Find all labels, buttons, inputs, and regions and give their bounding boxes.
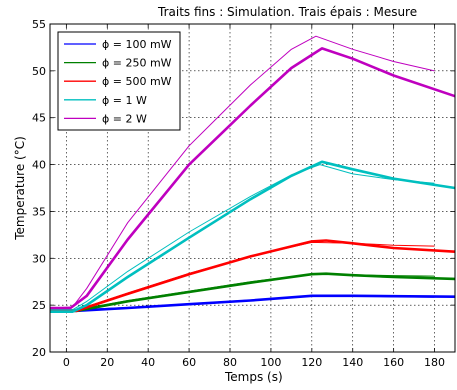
- y-tick-label: 55: [32, 18, 46, 31]
- y-tick-label: 20: [32, 346, 46, 359]
- x-axis-label: Temps (s): [225, 370, 283, 384]
- y-tick-label: 45: [32, 112, 46, 125]
- simulated-line: [50, 295, 435, 311]
- x-tick-label: 0: [63, 356, 70, 369]
- simulated-line: [49, 35, 435, 309]
- series-lines: [49, 35, 456, 314]
- x-tick-label: 60: [182, 356, 196, 369]
- y-tick-label: 50: [32, 65, 46, 78]
- chart-title: Traits fins : Simulation. Trais épais : …: [158, 5, 418, 19]
- simulated-line: [50, 164, 435, 311]
- x-tick-label: 160: [383, 356, 404, 369]
- measured-line: [50, 47, 456, 310]
- measured-line: [50, 160, 456, 314]
- y-tick-label: 35: [32, 205, 46, 218]
- x-tick-label: 20: [100, 356, 114, 369]
- legend-label: ϕ = 500 mW: [102, 75, 172, 88]
- axis-ticks: 0 20 40 60 80 100 120 140 160 180 20 25 30 35 40 45 50 55: [32, 18, 455, 369]
- x-tick-label: 40: [141, 356, 155, 369]
- legend-label: ϕ = 250 mW: [102, 57, 172, 70]
- x-tick-label: 180: [424, 356, 445, 369]
- y-tick-label: 25: [32, 299, 46, 312]
- measured-line: [50, 272, 456, 313]
- x-tick-label: 140: [342, 356, 363, 369]
- legend-label: ϕ = 1 W: [102, 94, 147, 107]
- y-tick-label: 40: [32, 159, 46, 172]
- legend: ϕ = 100 mW ϕ = 250 mW ϕ = 500 mW ϕ = 1 W ϕ =…: [57, 31, 181, 131]
- legend-label: ϕ = 2 W: [102, 112, 147, 125]
- x-tick-label: 120: [301, 356, 322, 369]
- x-tick-label: 100: [260, 356, 281, 369]
- measured-line: [50, 239, 456, 313]
- x-tick-label: 80: [223, 356, 237, 369]
- plot-frame: [49, 23, 456, 353]
- legend-label: ϕ = 100 mW: [102, 38, 172, 51]
- y-tick-label: 30: [32, 252, 46, 265]
- measured-line: [50, 294, 456, 313]
